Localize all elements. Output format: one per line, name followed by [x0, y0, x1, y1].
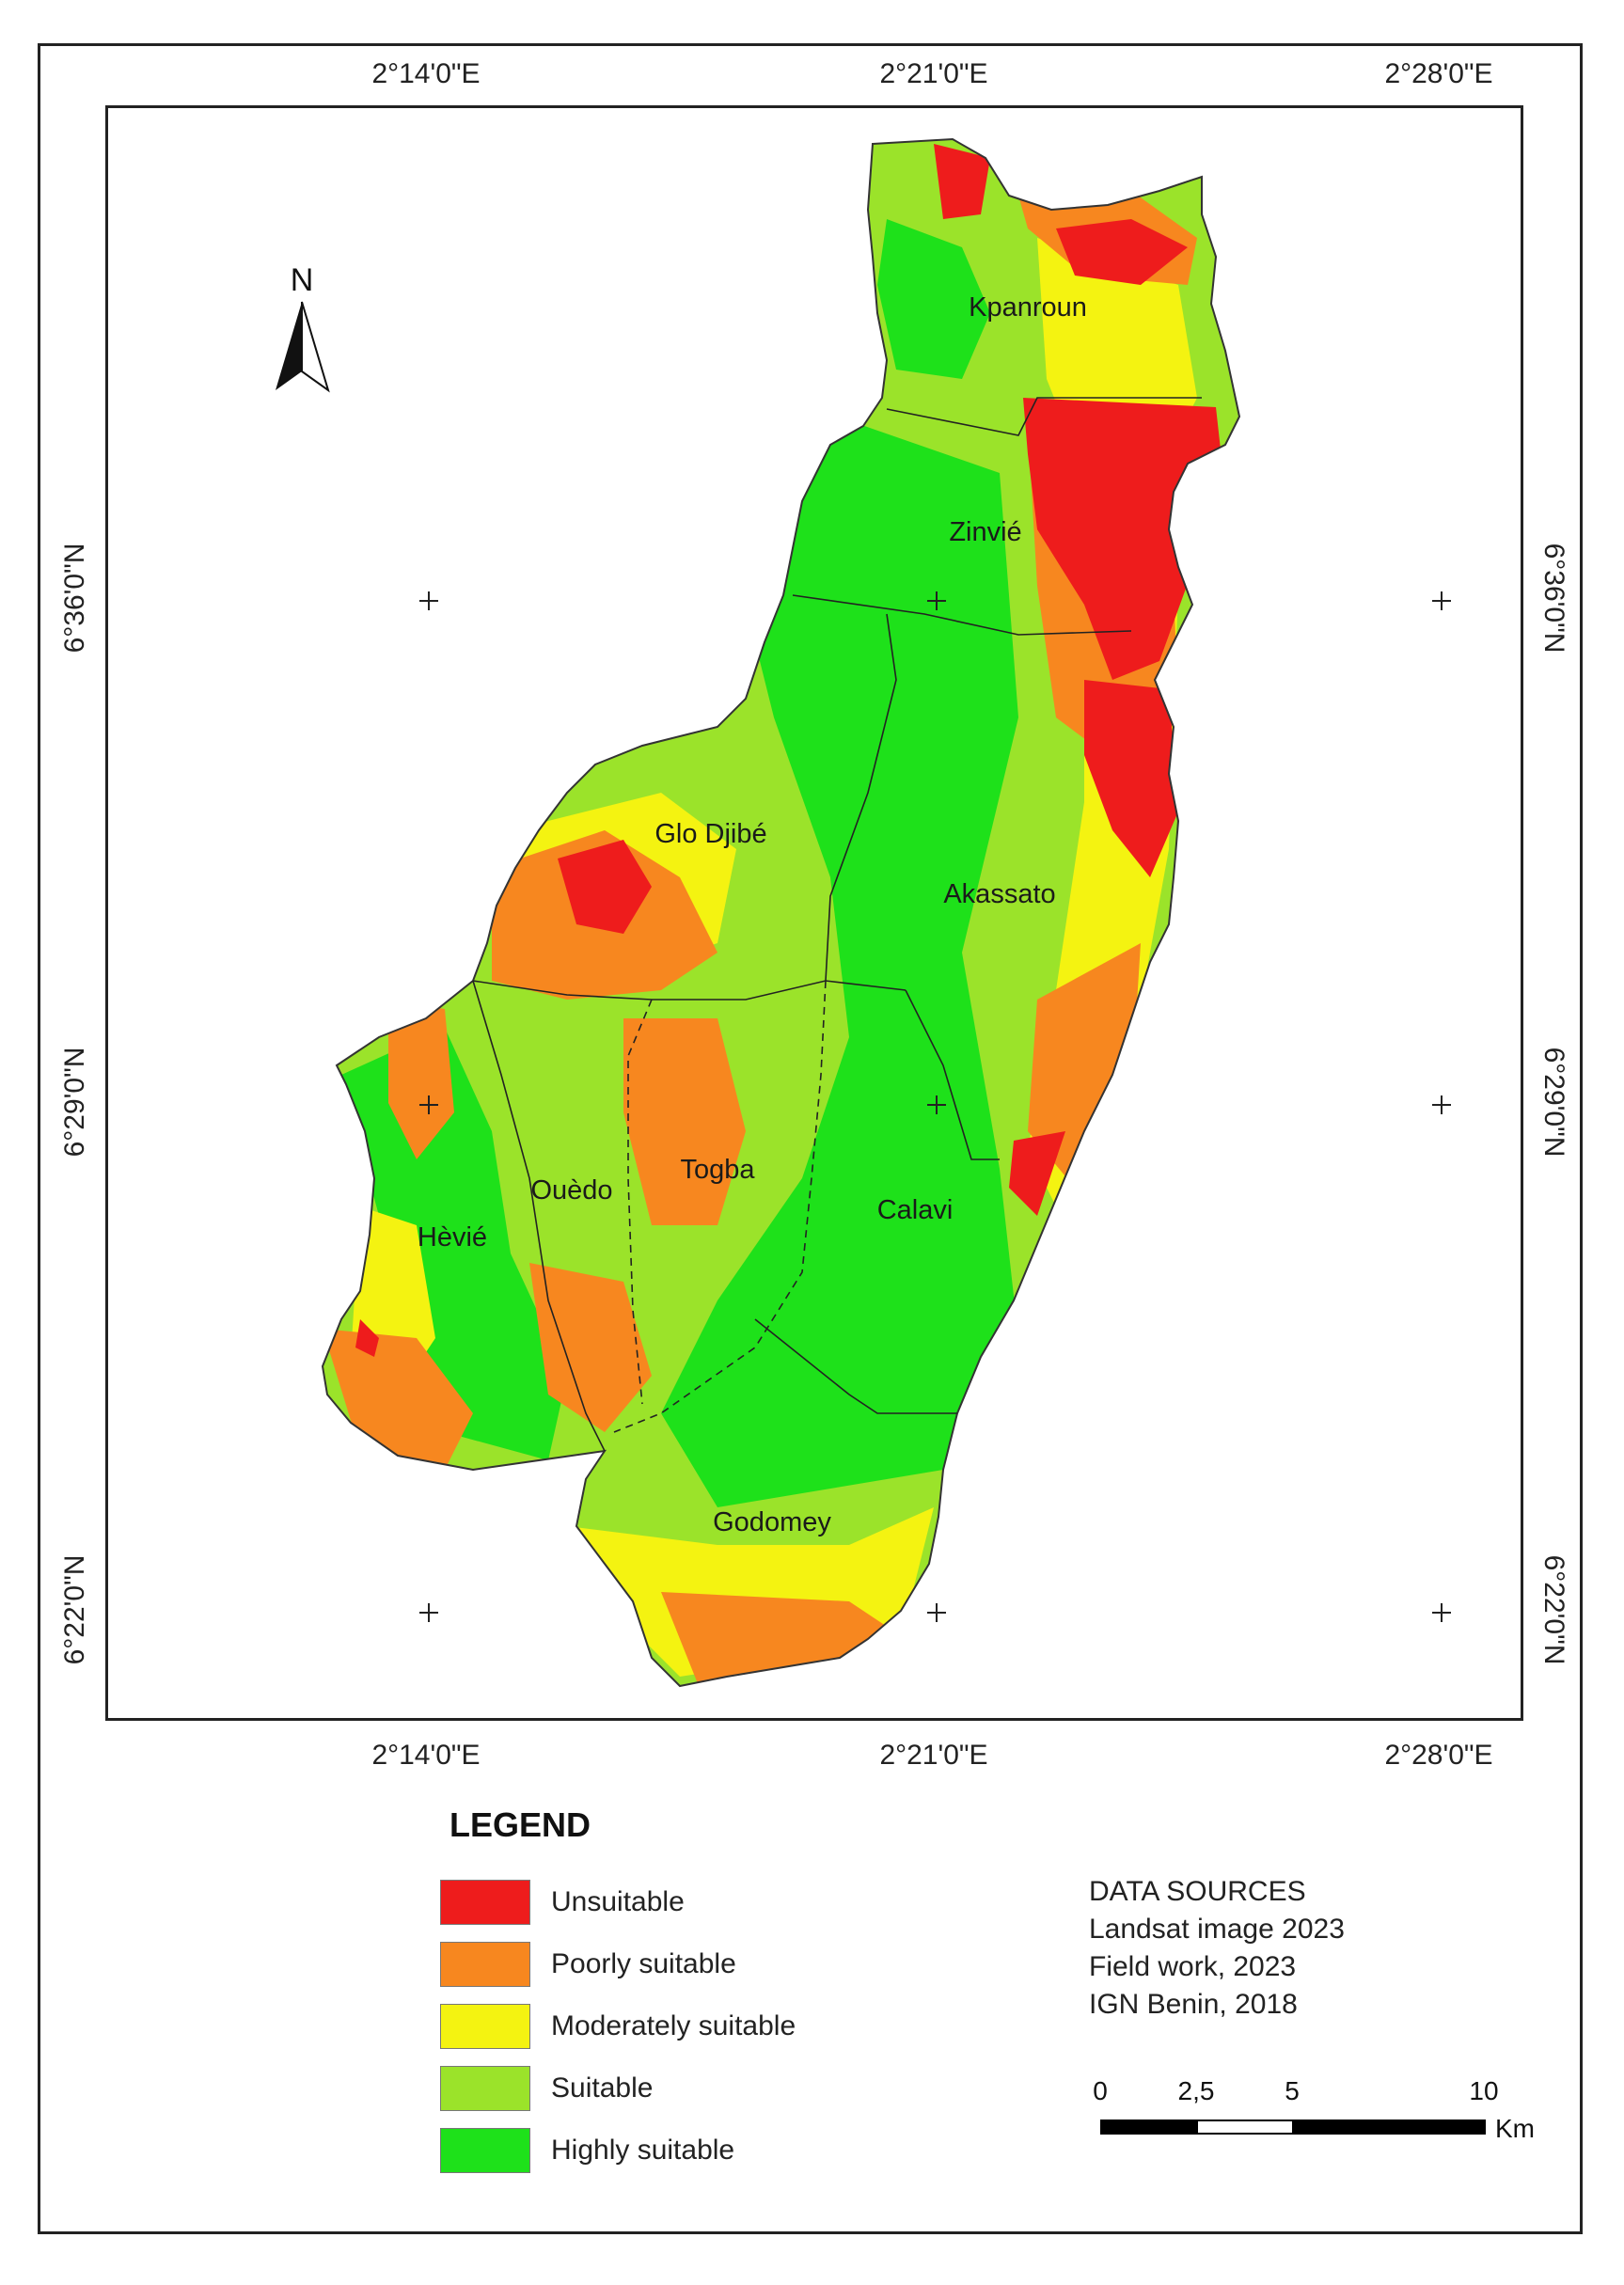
graticule-cross	[419, 1603, 438, 1622]
district-label-akassato: Akassato	[943, 879, 1055, 909]
boundary-kpanroun-zinvie	[886, 397, 1202, 436]
class-area-unsuitable	[1084, 680, 1178, 877]
lon-label-top-1: 2°14'0"E	[371, 58, 481, 89]
district-label-kpanroun: Kpanroun	[969, 292, 1087, 323]
graticule-crosses	[419, 591, 1451, 1622]
legend-swatch-moderately	[440, 2004, 530, 2049]
class-area-poorly	[388, 1000, 454, 1159]
district-boundaries	[472, 397, 1202, 1452]
scale-tick-label: 5	[1285, 2076, 1300, 2105]
lon-label-bottom-2: 2°21'0"E	[879, 1740, 988, 1771]
map-frame	[38, 43, 1583, 2234]
legend-swatch-suitable	[440, 2066, 530, 2111]
scale-tick-label: 10	[1469, 2076, 1499, 2105]
class-area-poorly	[623, 1018, 746, 1225]
boundary-ouedo-togba	[627, 999, 653, 1405]
data-sources: DATA SOURCES Landsat image 2023 Field wo…	[1089, 1873, 1345, 2024]
source-line: Landsat image 2023	[1089, 1914, 1345, 1945]
class-area-poorly	[529, 1263, 652, 1432]
north-arrow-right-half	[301, 301, 330, 393]
lat-label-left-3: 6°22'0"N	[59, 1554, 90, 1665]
class-area-unsuitable	[1023, 398, 1225, 680]
boundary-calavi-east	[905, 989, 1000, 1160]
graticule-cross	[1432, 1095, 1451, 1114]
lat-label-right-1: 6°36'0"N	[1538, 543, 1569, 654]
graticule-cross	[1432, 1603, 1451, 1622]
legend-item-unsuitable: Unsuitable	[440, 1879, 685, 1926]
graticule-cross	[927, 1095, 946, 1114]
lon-label-top-2: 2°21'0"E	[879, 58, 988, 89]
legend-swatch-unsuitable	[440, 1880, 530, 1925]
scale-tick-label: 2,5	[1177, 2076, 1215, 2105]
lon-label-bottom-3: 2°28'0"E	[1384, 1740, 1493, 1771]
class-area-highly	[877, 219, 990, 379]
legend-item-moderately: Moderately suitable	[440, 2003, 796, 2050]
suitability-classes	[323, 139, 1239, 1686]
graticule-cross	[419, 1095, 438, 1114]
district-label-ouedo: Ouèdo	[530, 1175, 612, 1206]
boundary-glodjibe-south	[472, 980, 907, 1001]
scale-segment-white	[1196, 2120, 1294, 2135]
boundary-glodjibe-akassato	[825, 613, 897, 982]
source-line: IGN Benin, 2018	[1089, 1989, 1298, 2020]
district-label-glo-djibe: Glo Djibé	[654, 819, 766, 849]
legend-item-poorly: Poorly suitable	[440, 1941, 736, 1988]
north-arrow-icon: N	[276, 262, 330, 393]
scale-tick-label: 0	[1093, 2076, 1108, 2105]
district-label-togba: Togba	[680, 1155, 755, 1185]
scale-segment-black	[1100, 2120, 1198, 2135]
lat-label-right-3: 6°22'0"N	[1538, 1554, 1569, 1665]
class-area-poorly	[1028, 943, 1141, 1188]
district-label-hevie: Hèvié	[418, 1222, 487, 1253]
legend-label: Highly suitable	[551, 2135, 735, 2166]
legend-swatch-highly	[440, 2128, 530, 2173]
legend-label: Suitable	[551, 2072, 654, 2104]
legend-title: LEGEND	[449, 1805, 591, 1844]
boundary-zinvie-akassato	[792, 594, 1132, 636]
legend-swatch-poorly	[440, 1942, 530, 1987]
legend-label: Moderately suitable	[551, 2010, 796, 2041]
lat-label-left-2: 6°29'0"N	[59, 1047, 90, 1158]
district-label-zinvie: Zinvié	[949, 517, 1021, 547]
lat-label-right-2: 6°29'0"N	[1538, 1047, 1569, 1158]
class-area-highly	[661, 398, 1018, 1507]
legend-item-suitable: Suitable	[440, 2065, 653, 2112]
scale-bar: 0 2,5 5 10 Km	[1081, 2076, 1552, 2151]
boundary-calavi-godomey	[754, 1318, 957, 1414]
legend-label: Poorly suitable	[551, 1948, 736, 1979]
lon-label-bottom-1: 2°14'0"E	[371, 1740, 481, 1771]
source-line: Field work, 2023	[1089, 1951, 1297, 1982]
scale-segment-black	[1292, 2120, 1486, 2135]
lon-label-top-3: 2°28'0"E	[1384, 58, 1493, 89]
district-label-calavi: Calavi	[877, 1195, 954, 1225]
class-area-highly	[341, 1028, 567, 1460]
map-panel: N Kpanroun Zinvié Glo Djibé Akassato Ouè…	[105, 105, 1523, 1721]
boundary-togba-calavi	[613, 980, 827, 1433]
legend-label: Unsuitable	[551, 1886, 685, 1917]
district-label-godomey: Godomey	[713, 1507, 831, 1537]
lat-label-left-1: 6°36'0"N	[59, 543, 90, 654]
graticule-cross	[419, 591, 438, 610]
class-area-unsuitable	[1056, 219, 1188, 285]
graticule-cross	[927, 1603, 946, 1622]
legend-item-highly: Highly suitable	[440, 2127, 734, 2174]
suitability-map: N Kpanroun Zinvié Glo Djibé Akassato Ouè…	[276, 137, 1451, 1688]
north-arrow-left-half	[276, 302, 302, 390]
boundary-hevie-ouedo	[472, 980, 606, 1452]
sources-heading: DATA SOURCES	[1089, 1876, 1306, 1907]
commune-boundary	[321, 137, 1241, 1688]
class-area-unsuitable	[1009, 1131, 1065, 1216]
graticule-cross	[927, 591, 946, 610]
north-label: N	[291, 262, 314, 298]
scale-unit-label: Km	[1495, 2114, 1535, 2143]
graticule-cross	[1432, 591, 1451, 610]
class-area-unsuitable	[934, 144, 990, 219]
class-area-unsuitable	[355, 1319, 379, 1357]
class-area-unsuitable	[558, 840, 652, 934]
